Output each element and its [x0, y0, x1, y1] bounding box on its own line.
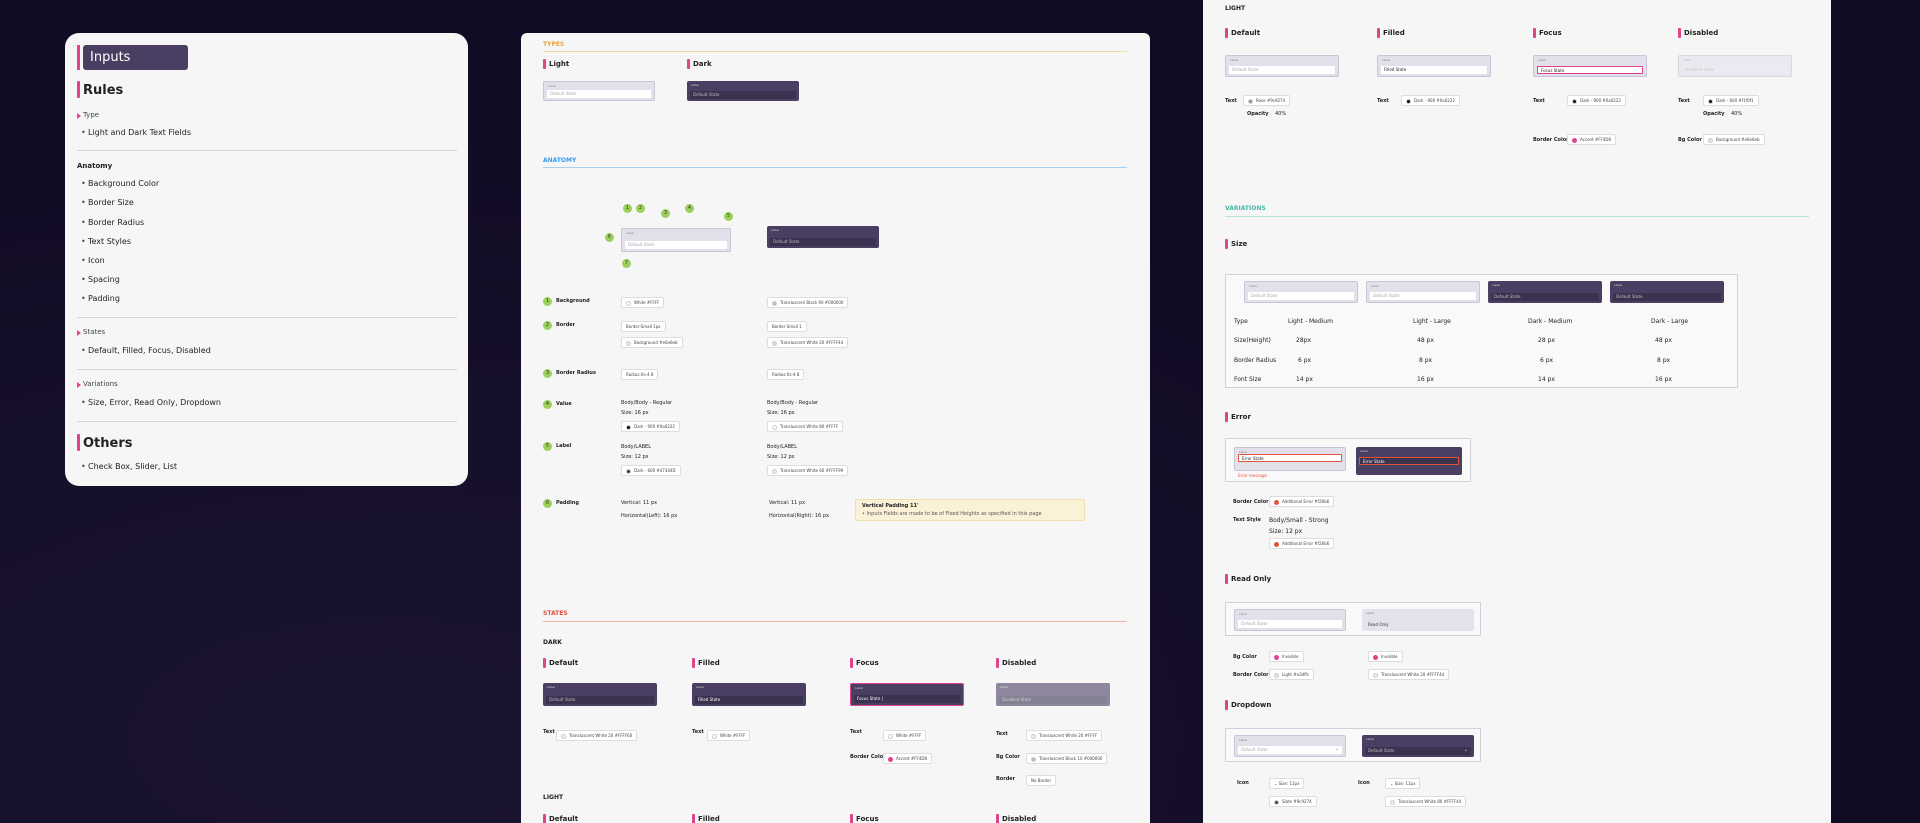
anatomy-label: Anatomy	[77, 162, 113, 170]
state-focus: Focus	[856, 659, 879, 667]
anatomy-item: Icon	[81, 257, 105, 266]
light-caps: LIGHT	[543, 794, 564, 801]
anatomy-item: Background Color	[81, 180, 159, 189]
type-label: Type	[83, 111, 100, 119]
anatomy-light-input[interactable]: Label Default State	[621, 228, 731, 252]
chevron-down-icon: ⌄	[1463, 747, 1468, 753]
size-heading: Size	[1231, 240, 1248, 248]
dark-type-input[interactable]: Label Default State	[687, 81, 799, 101]
light-type-input[interactable]: Label Default State	[543, 81, 655, 101]
type-light: Light	[549, 60, 570, 68]
size-table: Label Default State Label Default State La…	[1225, 274, 1738, 388]
state-filled: Filled	[698, 659, 720, 667]
error-box: Label Error State Error message Label Erro…	[1225, 438, 1471, 482]
bg-dark-chip: Transluscent Black 90 #000000	[767, 297, 849, 308]
dark-dropdown[interactable]: Label Default State ⌄	[1362, 735, 1474, 757]
states-label: States	[83, 328, 106, 336]
dark-disabled-input: Label Disabled State	[996, 683, 1110, 706]
state-disabled: Disabled	[1002, 659, 1037, 667]
padding-note: Vertical Padding 11' • Inputs Fields are…	[855, 499, 1085, 521]
callout-7: 7	[622, 259, 631, 268]
type-item: Light and Dark Text Fields	[81, 129, 191, 138]
others-heading: Others	[83, 436, 133, 451]
light-focus-input[interactable]: Label Focus State	[1533, 55, 1647, 77]
anatomy-item: Border Size	[81, 199, 134, 208]
others-item: Check Box, Slider, List	[81, 463, 177, 472]
title-accent-bar	[77, 45, 80, 70]
states-item: Default, Filled, Focus, Disabled	[81, 347, 211, 356]
variations-heading: VARIATIONS	[1225, 205, 1266, 212]
inputs-title: Inputs	[83, 45, 188, 70]
anatomy-heading: ANATOMY	[543, 157, 577, 164]
light-caps-right: LIGHT	[1225, 5, 1246, 12]
callout-2: 2	[636, 204, 645, 213]
states-variations-panel: LIGHT Default Filled Focus Disabled Labe…	[1203, 0, 1831, 823]
anatomy-item: Spacing	[81, 276, 120, 285]
rules-accent-bar	[77, 81, 80, 98]
callout-6: 6	[605, 233, 614, 242]
variations-label: Variations	[83, 380, 118, 388]
dark-caps: DARK	[543, 639, 562, 646]
others-accent-bar	[77, 434, 80, 451]
state-default: Default	[549, 659, 579, 667]
read-only-box: Label Default State Label Read Only	[1225, 602, 1481, 636]
anatomy-item: Padding	[81, 295, 120, 304]
anatomy-item: Text Styles	[81, 238, 131, 247]
dark-filled-input[interactable]: Label Filled State	[692, 683, 806, 706]
dropdown-heading: Dropdown	[1231, 701, 1272, 709]
rules-panel: Inputs Rules Type Light and Dark Text Fi…	[65, 33, 468, 486]
light-disabled-input: Label Disabled State	[1678, 55, 1792, 77]
callout-3: 3	[661, 209, 670, 218]
variations-triangle-icon	[77, 382, 81, 388]
anatomy-panel: TYPES Light Dark Label Default State Labe…	[521, 33, 1150, 823]
light-filled-input[interactable]: Label Filled State	[1377, 55, 1491, 77]
dropdown-box: Label Default State ⌄ Label Default State ⌄	[1225, 728, 1481, 762]
chevron-down-icon: ⌄	[1334, 746, 1339, 752]
dark-default-input[interactable]: Label Default State	[543, 683, 657, 706]
bg-light-chip: White #FFFF	[621, 297, 665, 308]
chevron-down-icon: ⌄	[1274, 781, 1279, 786]
variations-item: Size, Error, Read Only, Dropdown	[81, 399, 221, 408]
anatomy-item: Border Radius	[81, 219, 144, 228]
error-heading: Error	[1231, 413, 1251, 421]
rules-heading: Rules	[83, 83, 124, 98]
light-dropdown[interactable]: Label Default State ⌄	[1234, 735, 1346, 757]
states-triangle-icon	[77, 330, 81, 336]
chevron-down-icon: ⌄	[1390, 781, 1395, 786]
light-default-input[interactable]: Label Default State	[1225, 55, 1339, 77]
read-only-heading: Read Only	[1231, 575, 1272, 583]
states-heading: STATES	[543, 610, 568, 617]
dark-focus-input[interactable]: Label Focus State |	[850, 683, 964, 706]
anatomy-dark-input[interactable]: Label Default State	[767, 226, 879, 248]
callout-5: 5	[724, 212, 733, 221]
type-dark: Dark	[693, 60, 712, 68]
callout-4: 4	[685, 204, 694, 213]
callout-1: 1	[623, 204, 632, 213]
types-heading: TYPES	[543, 41, 565, 48]
type-triangle-icon	[77, 113, 81, 119]
